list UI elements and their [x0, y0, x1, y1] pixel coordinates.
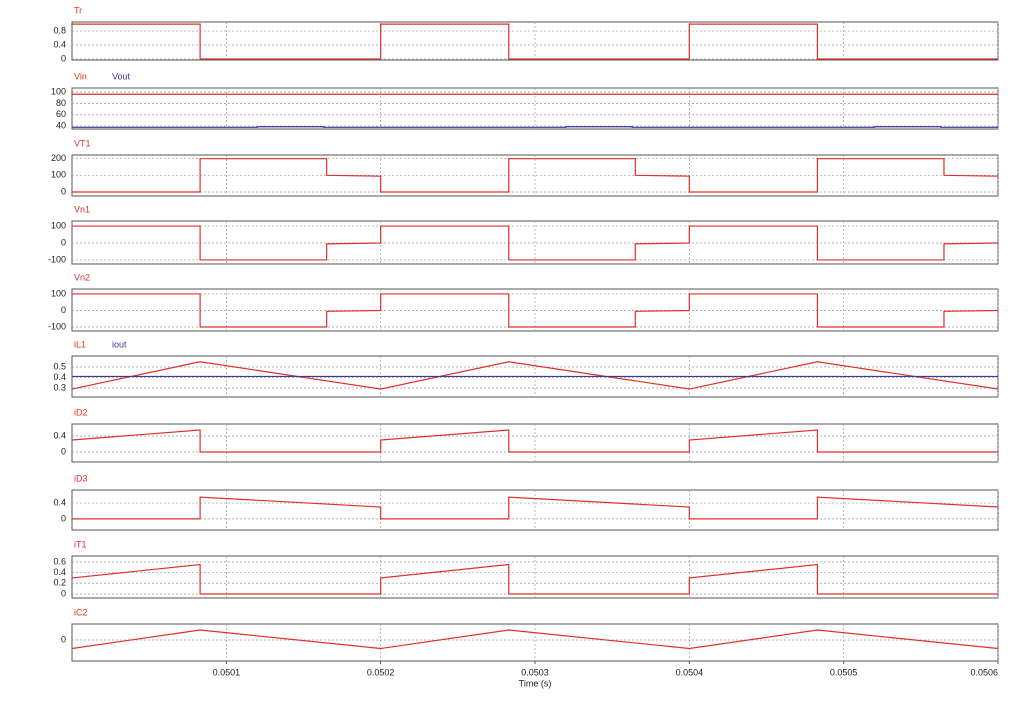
legend-label: Vin	[74, 71, 87, 81]
y-tick-label: 0	[61, 634, 66, 644]
x-tick-label: 0.0501	[213, 667, 241, 677]
y-tick-label: 60	[56, 109, 66, 119]
y-tick-label: 200	[51, 153, 66, 163]
x-axis-label: Time (s)	[519, 678, 552, 688]
series-line	[72, 126, 998, 128]
y-tick-label: 0.2	[53, 578, 66, 588]
legend-label: iD3	[74, 473, 88, 483]
panel	[71, 21, 999, 61]
y-tick-label: 0.5	[53, 361, 66, 371]
y-tick-label: 0	[61, 305, 66, 315]
y-tick-label: 0.6	[53, 556, 66, 566]
y-tick-label: 0	[61, 237, 66, 247]
legend-label: Tr	[74, 5, 82, 15]
series-line	[72, 158, 999, 193]
y-tick-label: 0.8	[53, 25, 66, 35]
y-tick-label: -100	[48, 254, 66, 264]
y-tick-label: 0	[61, 53, 66, 63]
y-tick-label: 0.4	[53, 372, 66, 382]
legend-label: iC2	[74, 607, 88, 617]
series-line	[71, 361, 999, 390]
y-tick-label: 40	[56, 121, 66, 131]
legend-label: iT1	[74, 539, 87, 549]
y-tick-label: 0.4	[53, 430, 66, 440]
series-line	[71, 629, 999, 650]
y-tick-label: 0.3	[53, 382, 66, 392]
y-tick-label: 0	[61, 186, 66, 196]
x-tick-label: 0.0505	[830, 667, 858, 677]
series-line	[71, 429, 998, 453]
legend-label: Vout	[112, 71, 131, 81]
y-tick-label: 0.4	[53, 39, 66, 49]
legend-label: iL1	[74, 339, 86, 349]
x-tick-label: 0.0503	[521, 667, 549, 677]
legend-label: iout	[112, 339, 127, 349]
series-line	[72, 225, 999, 261]
y-tick-label: 80	[56, 98, 66, 108]
series-line	[71, 563, 998, 595]
y-tick-label: 0	[61, 588, 66, 598]
y-tick-label: 0.4	[53, 567, 66, 577]
y-tick-label: 0	[61, 446, 66, 456]
y-tick-label: -100	[48, 321, 66, 331]
series-line	[72, 23, 998, 60]
y-tick-label: 100	[51, 288, 66, 298]
x-tick-label: 0.0504	[676, 667, 704, 677]
y-tick-label: 0	[61, 513, 66, 523]
y-tick-label: 100	[51, 170, 66, 180]
y-tick-label: 0.4	[53, 497, 66, 507]
legend-label: VT1	[74, 138, 91, 148]
legend-label: Vn1	[74, 204, 90, 214]
panel	[71, 623, 999, 662]
y-tick-label: 100	[51, 220, 66, 230]
series-line	[72, 496, 999, 520]
legend-label: iD2	[74, 407, 88, 417]
legend-label: Vn2	[74, 272, 90, 282]
series-line	[72, 293, 999, 328]
x-tick-label: 0.0502	[367, 667, 395, 677]
y-tick-label: 100	[51, 86, 66, 96]
x-tick-label: 0.0506	[970, 667, 998, 677]
